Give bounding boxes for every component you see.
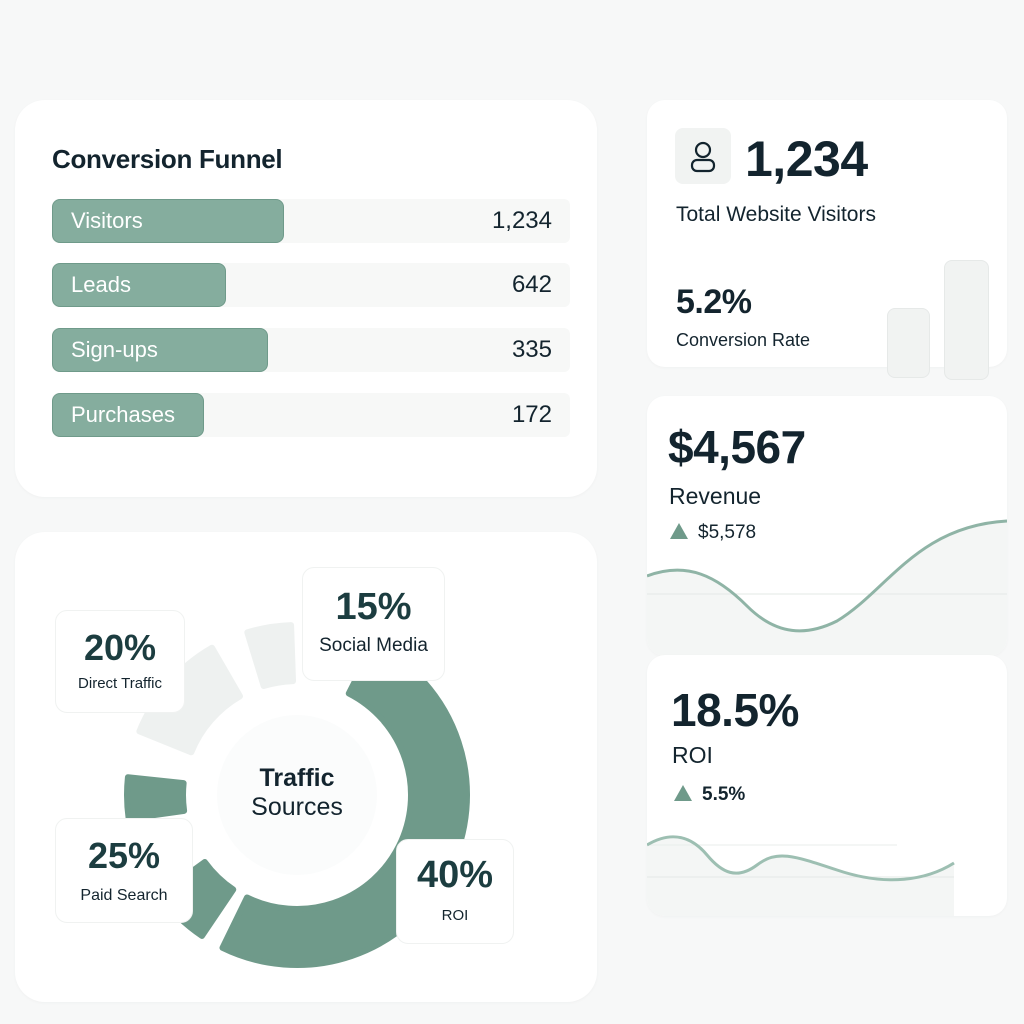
funnel-row-purchases[interactable]: Purchases 172 bbox=[52, 393, 570, 437]
up-triangle-icon bbox=[670, 523, 688, 539]
visitors-card: 1,234 Total Website Visitors 5.2% Conver… bbox=[647, 100, 1007, 380]
funnel-row-leads[interactable]: Leads 642 bbox=[52, 263, 570, 307]
mini-bar bbox=[887, 308, 930, 378]
donut-hole bbox=[217, 715, 377, 875]
user-icon bbox=[675, 128, 731, 184]
roi-sparkline bbox=[647, 835, 955, 916]
funnel-bar: Sign-ups bbox=[52, 328, 268, 372]
traffic-sources-card: Traffic Sources 15% Social Media 20% Dir… bbox=[15, 532, 597, 1002]
revenue-value: $4,567 bbox=[668, 421, 806, 473]
segment-arc-social-media bbox=[244, 622, 297, 689]
segment-percent: 25% bbox=[87, 835, 161, 876]
roi-delta: 5.5% bbox=[674, 784, 745, 806]
mini-bar bbox=[944, 260, 989, 380]
up-triangle-icon bbox=[674, 785, 692, 801]
funnel-row-signups[interactable]: Sign-ups 335 bbox=[52, 328, 570, 372]
visitors-value: 1,234 bbox=[745, 131, 868, 187]
roi-delta-value: 5.5% bbox=[702, 784, 746, 805]
revenue-card: $4,567 Revenue $5,578 bbox=[647, 396, 1007, 656]
segment-label: Social Media bbox=[319, 635, 428, 656]
funnel-bar: Visitors bbox=[52, 199, 284, 243]
funnel-title: Conversion Funnel bbox=[52, 144, 283, 174]
segment-label: Direct Traffic bbox=[78, 675, 162, 692]
segment-percent: 15% bbox=[335, 586, 412, 628]
conversion-rate-label: Conversion Rate bbox=[676, 330, 811, 350]
roi-card: 18.5% ROI 5.5% bbox=[647, 655, 1007, 916]
segment-label: ROI bbox=[441, 907, 469, 924]
conversion-funnel-card: Conversion Funnel Visitors 1,234 Leads 6… bbox=[15, 100, 597, 497]
revenue-delta-value: $5,578 bbox=[698, 522, 757, 543]
segment-paid-search[interactable]: 25% Paid Search bbox=[55, 818, 193, 923]
donut-subtitle: Sources bbox=[251, 793, 343, 821]
segment-social-media[interactable]: 15% Social Media bbox=[302, 567, 445, 681]
funnel-value: 172 bbox=[511, 401, 552, 428]
segment-percent: 40% bbox=[416, 854, 494, 896]
visitors-label: Total Website Visitors bbox=[676, 203, 876, 226]
funnel-value: 1,234 bbox=[491, 207, 552, 234]
funnel-bar: Leads bbox=[52, 263, 226, 307]
segment-roi[interactable]: 40% ROI bbox=[396, 839, 514, 944]
funnel-value: 642 bbox=[511, 271, 552, 298]
segment-direct-traffic[interactable]: 20% Direct Traffic bbox=[55, 610, 185, 713]
segment-label: Paid Search bbox=[80, 887, 168, 904]
funnel-bar: Purchases bbox=[52, 393, 204, 437]
roi-label: ROI bbox=[672, 742, 713, 768]
revenue-delta: $5,578 bbox=[670, 522, 756, 544]
segment-percent: 20% bbox=[83, 627, 157, 668]
funnel-value: 335 bbox=[511, 336, 552, 363]
funnel-row-visitors[interactable]: Visitors 1,234 bbox=[52, 199, 570, 243]
revenue-label: Revenue bbox=[669, 483, 762, 509]
revenue-sparkline bbox=[647, 519, 1007, 656]
segment-arc-paid-search bbox=[124, 774, 188, 822]
donut-title: Traffic bbox=[259, 764, 335, 792]
roi-value: 18.5% bbox=[671, 684, 799, 736]
donut-center-label: Traffic Sources bbox=[197, 764, 397, 822]
conversion-rate-value: 5.2% bbox=[676, 283, 752, 321]
